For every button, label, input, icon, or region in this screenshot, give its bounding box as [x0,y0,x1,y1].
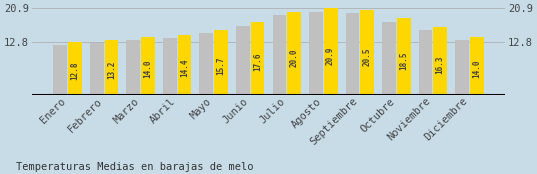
Text: 17.6: 17.6 [253,53,262,71]
Bar [127,40,140,94]
Text: 14.4: 14.4 [180,59,189,77]
Text: 20.0: 20.0 [289,48,299,67]
Bar [178,35,192,94]
Bar [345,13,359,94]
Bar [360,10,374,94]
Bar [309,12,323,94]
Text: 20.5: 20.5 [362,47,372,66]
Bar [397,18,410,94]
Text: 20.9: 20.9 [326,47,335,65]
Bar [90,43,104,94]
Bar [163,38,177,94]
Text: 16.3: 16.3 [436,55,445,74]
Bar [382,22,396,94]
Bar [287,12,301,94]
Bar [433,27,447,94]
Bar [251,22,265,94]
Text: 14.0: 14.0 [143,59,153,78]
Bar [236,26,250,94]
Text: Temperaturas Medias en barajas de melo: Temperaturas Medias en barajas de melo [16,162,253,172]
Bar [470,37,483,94]
Text: 18.5: 18.5 [399,51,408,70]
Bar [199,33,213,94]
Bar [141,37,155,94]
Bar [214,30,228,94]
Text: 12.8: 12.8 [70,62,79,80]
Text: 15.7: 15.7 [216,56,226,75]
Bar [418,30,432,94]
Bar [272,15,286,94]
Bar [68,42,82,94]
Bar [455,40,469,94]
Bar [105,40,119,94]
Bar [54,45,67,94]
Bar [324,9,338,94]
Text: 13.2: 13.2 [107,61,116,79]
Text: 14.0: 14.0 [472,59,481,78]
